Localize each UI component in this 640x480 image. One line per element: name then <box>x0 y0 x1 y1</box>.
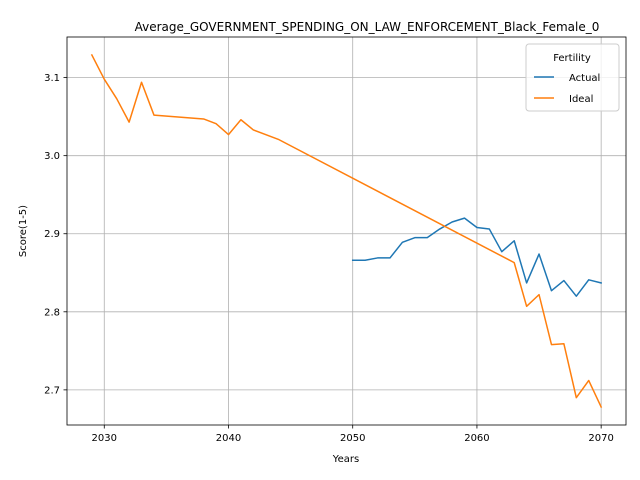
y-tick-label: 3.1 <box>44 73 60 84</box>
x-tick-label: 2040 <box>216 433 241 444</box>
legend-title: Fertility <box>553 53 591 64</box>
y-tick-label: 2.8 <box>44 307 60 318</box>
y-tick-label: 2.7 <box>44 385 60 396</box>
legend-label-actual: Actual <box>569 73 600 84</box>
y-axis-label: Score(1-5) <box>18 205 29 257</box>
y-tick-label: 3.0 <box>44 151 60 162</box>
legend-label-ideal: Ideal <box>569 94 593 105</box>
y-tick-label: 2.9 <box>44 229 60 240</box>
x-tick-label: 2050 <box>340 433 365 444</box>
legend-box <box>525 43 620 112</box>
series-line-actual <box>351 217 603 297</box>
x-axis: 2030 2040 2050 2060 2070 <box>92 425 614 444</box>
chart-title: Average_GOVERNMENT_SPENDING_ON_LAW_ENFOR… <box>135 20 600 34</box>
plot-frame <box>66 36 627 426</box>
series-lines <box>90 53 603 409</box>
x-axis-label: Years <box>332 454 359 465</box>
y-axis: 2.7 2.8 2.9 3.0 3.1 <box>44 73 67 396</box>
x-tick-label: 2070 <box>588 433 613 444</box>
legend: Fertility Actual Ideal <box>525 43 620 112</box>
series-line-ideal <box>90 53 603 409</box>
x-tick-label: 2060 <box>464 433 489 444</box>
x-tick-label: 2030 <box>92 433 117 444</box>
